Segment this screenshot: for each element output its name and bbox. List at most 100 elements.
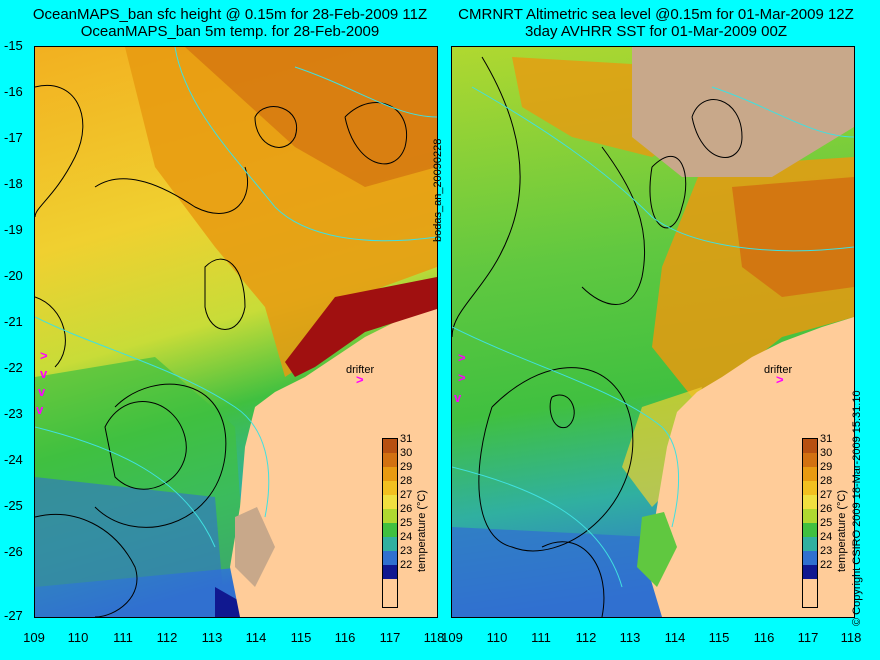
x-tick-label: 116 bbox=[753, 630, 775, 645]
colorbar-tick-label: 25 bbox=[400, 517, 413, 529]
y-tick-label: -16 bbox=[4, 84, 23, 99]
y-tick-label: -18 bbox=[4, 176, 23, 191]
x-tick-label: 111 bbox=[113, 630, 133, 645]
colorbar-tick-label: 28 bbox=[820, 475, 833, 487]
colorbar-segment bbox=[383, 537, 397, 551]
x-tick-label: 109 bbox=[441, 630, 463, 645]
x-tick-label: 115 bbox=[290, 630, 312, 645]
colorbar-tick-label: 22 bbox=[400, 559, 413, 571]
colorbar-segment bbox=[383, 481, 397, 495]
drifter-track-icon: v bbox=[38, 384, 46, 399]
drifter-track-icon: > bbox=[40, 348, 48, 363]
colorbar-tick-label: 27 bbox=[400, 489, 413, 501]
x-tick-label: 115 bbox=[708, 630, 730, 645]
colorbar-tick-label: 28 bbox=[400, 475, 413, 487]
drifter-arrow-icon: > bbox=[776, 372, 784, 387]
y-tick-label: -21 bbox=[4, 314, 23, 329]
x-tick-label: 112 bbox=[156, 630, 178, 645]
colorbar-segment bbox=[383, 467, 397, 481]
x-tick-label: 116 bbox=[334, 630, 356, 645]
x-tick-label: 110 bbox=[67, 630, 89, 645]
colorbar-segment bbox=[803, 565, 817, 579]
run-id-label: bodas_an_20090228 bbox=[432, 138, 444, 242]
colorbar-tick-label: 25 bbox=[820, 517, 833, 529]
colorbar-left bbox=[382, 438, 398, 608]
left-map-panel bbox=[34, 46, 438, 618]
colorbar-segment bbox=[383, 495, 397, 509]
y-tick-label: -27 bbox=[4, 608, 23, 623]
y-tick-label: -24 bbox=[4, 452, 23, 467]
colorbar-tick-label: 31 bbox=[400, 433, 413, 445]
y-tick-label: -26 bbox=[4, 544, 23, 559]
colorbar-left-labels: 31 30 29 28 27 26 25 24 23 22 bbox=[400, 432, 412, 572]
x-tick-label: 113 bbox=[619, 630, 641, 645]
left-map-svg bbox=[35, 47, 437, 617]
colorbar-tick-label: 26 bbox=[820, 503, 833, 515]
y-tick-label: -20 bbox=[4, 268, 23, 283]
colorbar-tick-label: 29 bbox=[820, 461, 833, 473]
colorbar-segment bbox=[383, 453, 397, 467]
right-title-line1: CMRNRT Altimetric sea level @0.15m for 0… bbox=[458, 6, 854, 23]
drifter-track-icon: > bbox=[458, 370, 466, 385]
drifter-track-icon: > bbox=[458, 350, 466, 365]
colorbar-tick-label: 22 bbox=[820, 559, 833, 571]
colorbar-segment bbox=[803, 509, 817, 523]
right-title-line2: 3day AVHRR SST for 01-Mar-2009 00Z bbox=[524, 23, 788, 40]
x-tick-label: 113 bbox=[201, 630, 223, 645]
colorbar-right-labels: 31 30 29 28 27 26 25 24 23 22 bbox=[820, 432, 832, 572]
left-title-line2: OceanMAPS_ban 5m temp. for 28-Feb-2009 bbox=[80, 23, 380, 40]
x-tick-label: 114 bbox=[664, 630, 686, 645]
colorbar-segment bbox=[383, 523, 397, 537]
y-tick-label: -15 bbox=[4, 38, 23, 53]
colorbar-tick-label: 23 bbox=[400, 545, 413, 557]
right-map-panel bbox=[451, 46, 855, 618]
colorbar-segment bbox=[803, 481, 817, 495]
colorbar-tick-label: 31 bbox=[820, 433, 833, 445]
colorbar-segment bbox=[383, 565, 397, 579]
colorbar-segment bbox=[383, 509, 397, 523]
x-tick-label: 118 bbox=[840, 630, 862, 645]
drifter-label-right: drifter bbox=[764, 364, 793, 376]
colorbar-tick-label: 24 bbox=[820, 531, 833, 543]
colorbar-right-title: temperature (°C) bbox=[836, 489, 848, 572]
colorbar-segment bbox=[803, 523, 817, 537]
colorbar-segment bbox=[803, 439, 817, 453]
right-map-svg bbox=[452, 47, 854, 617]
copyright-label: © Copyright CSIRO 2009 18-Mar-2009 15:31… bbox=[851, 390, 863, 626]
colorbar-segment bbox=[383, 551, 397, 565]
colorbar-left-title: temperature (°C) bbox=[416, 489, 428, 572]
x-tick-label: 118 bbox=[423, 630, 445, 645]
colorbar-tick-label: 30 bbox=[820, 447, 833, 459]
colorbar-tick-label: 23 bbox=[820, 545, 833, 557]
drifter-track-icon: v bbox=[454, 390, 462, 405]
colorbar-segment bbox=[383, 439, 397, 453]
x-tick-label: 117 bbox=[379, 630, 401, 645]
x-tick-label: 110 bbox=[486, 630, 508, 645]
colorbar-tick-label: 30 bbox=[400, 447, 413, 459]
colorbar-segment bbox=[803, 453, 817, 467]
x-tick-label: 112 bbox=[575, 630, 597, 645]
colorbar-segment bbox=[803, 467, 817, 481]
y-tick-label: -22 bbox=[4, 360, 23, 375]
x-tick-label: 111 bbox=[531, 630, 551, 645]
drifter-label-left: drifter bbox=[346, 364, 375, 376]
colorbar-tick-label: 24 bbox=[400, 531, 413, 543]
colorbar-right bbox=[802, 438, 818, 608]
right-panel-title: CMRNRT Altimetric sea level @0.15m for 0… bbox=[446, 6, 866, 40]
colorbar-segment bbox=[803, 551, 817, 565]
y-tick-label: -19 bbox=[4, 222, 23, 237]
y-tick-label: -25 bbox=[4, 498, 23, 513]
colorbar-tick-label: 26 bbox=[400, 503, 413, 515]
x-tick-label: 114 bbox=[245, 630, 267, 645]
colorbar-segment bbox=[803, 495, 817, 509]
drifter-track-icon: v bbox=[40, 366, 48, 381]
colorbar-tick-label: 27 bbox=[820, 489, 833, 501]
left-panel-title: OceanMAPS_ban sfc height @ 0.15m for 28-… bbox=[30, 6, 430, 40]
x-tick-label: 117 bbox=[797, 630, 819, 645]
drifter-arrow-icon: > bbox=[356, 372, 364, 387]
y-tick-label: -17 bbox=[4, 130, 23, 145]
x-tick-label: 109 bbox=[23, 630, 45, 645]
y-tick-label: -23 bbox=[4, 406, 23, 421]
drifter-track-icon: v bbox=[36, 402, 44, 417]
colorbar-tick-label: 29 bbox=[400, 461, 413, 473]
